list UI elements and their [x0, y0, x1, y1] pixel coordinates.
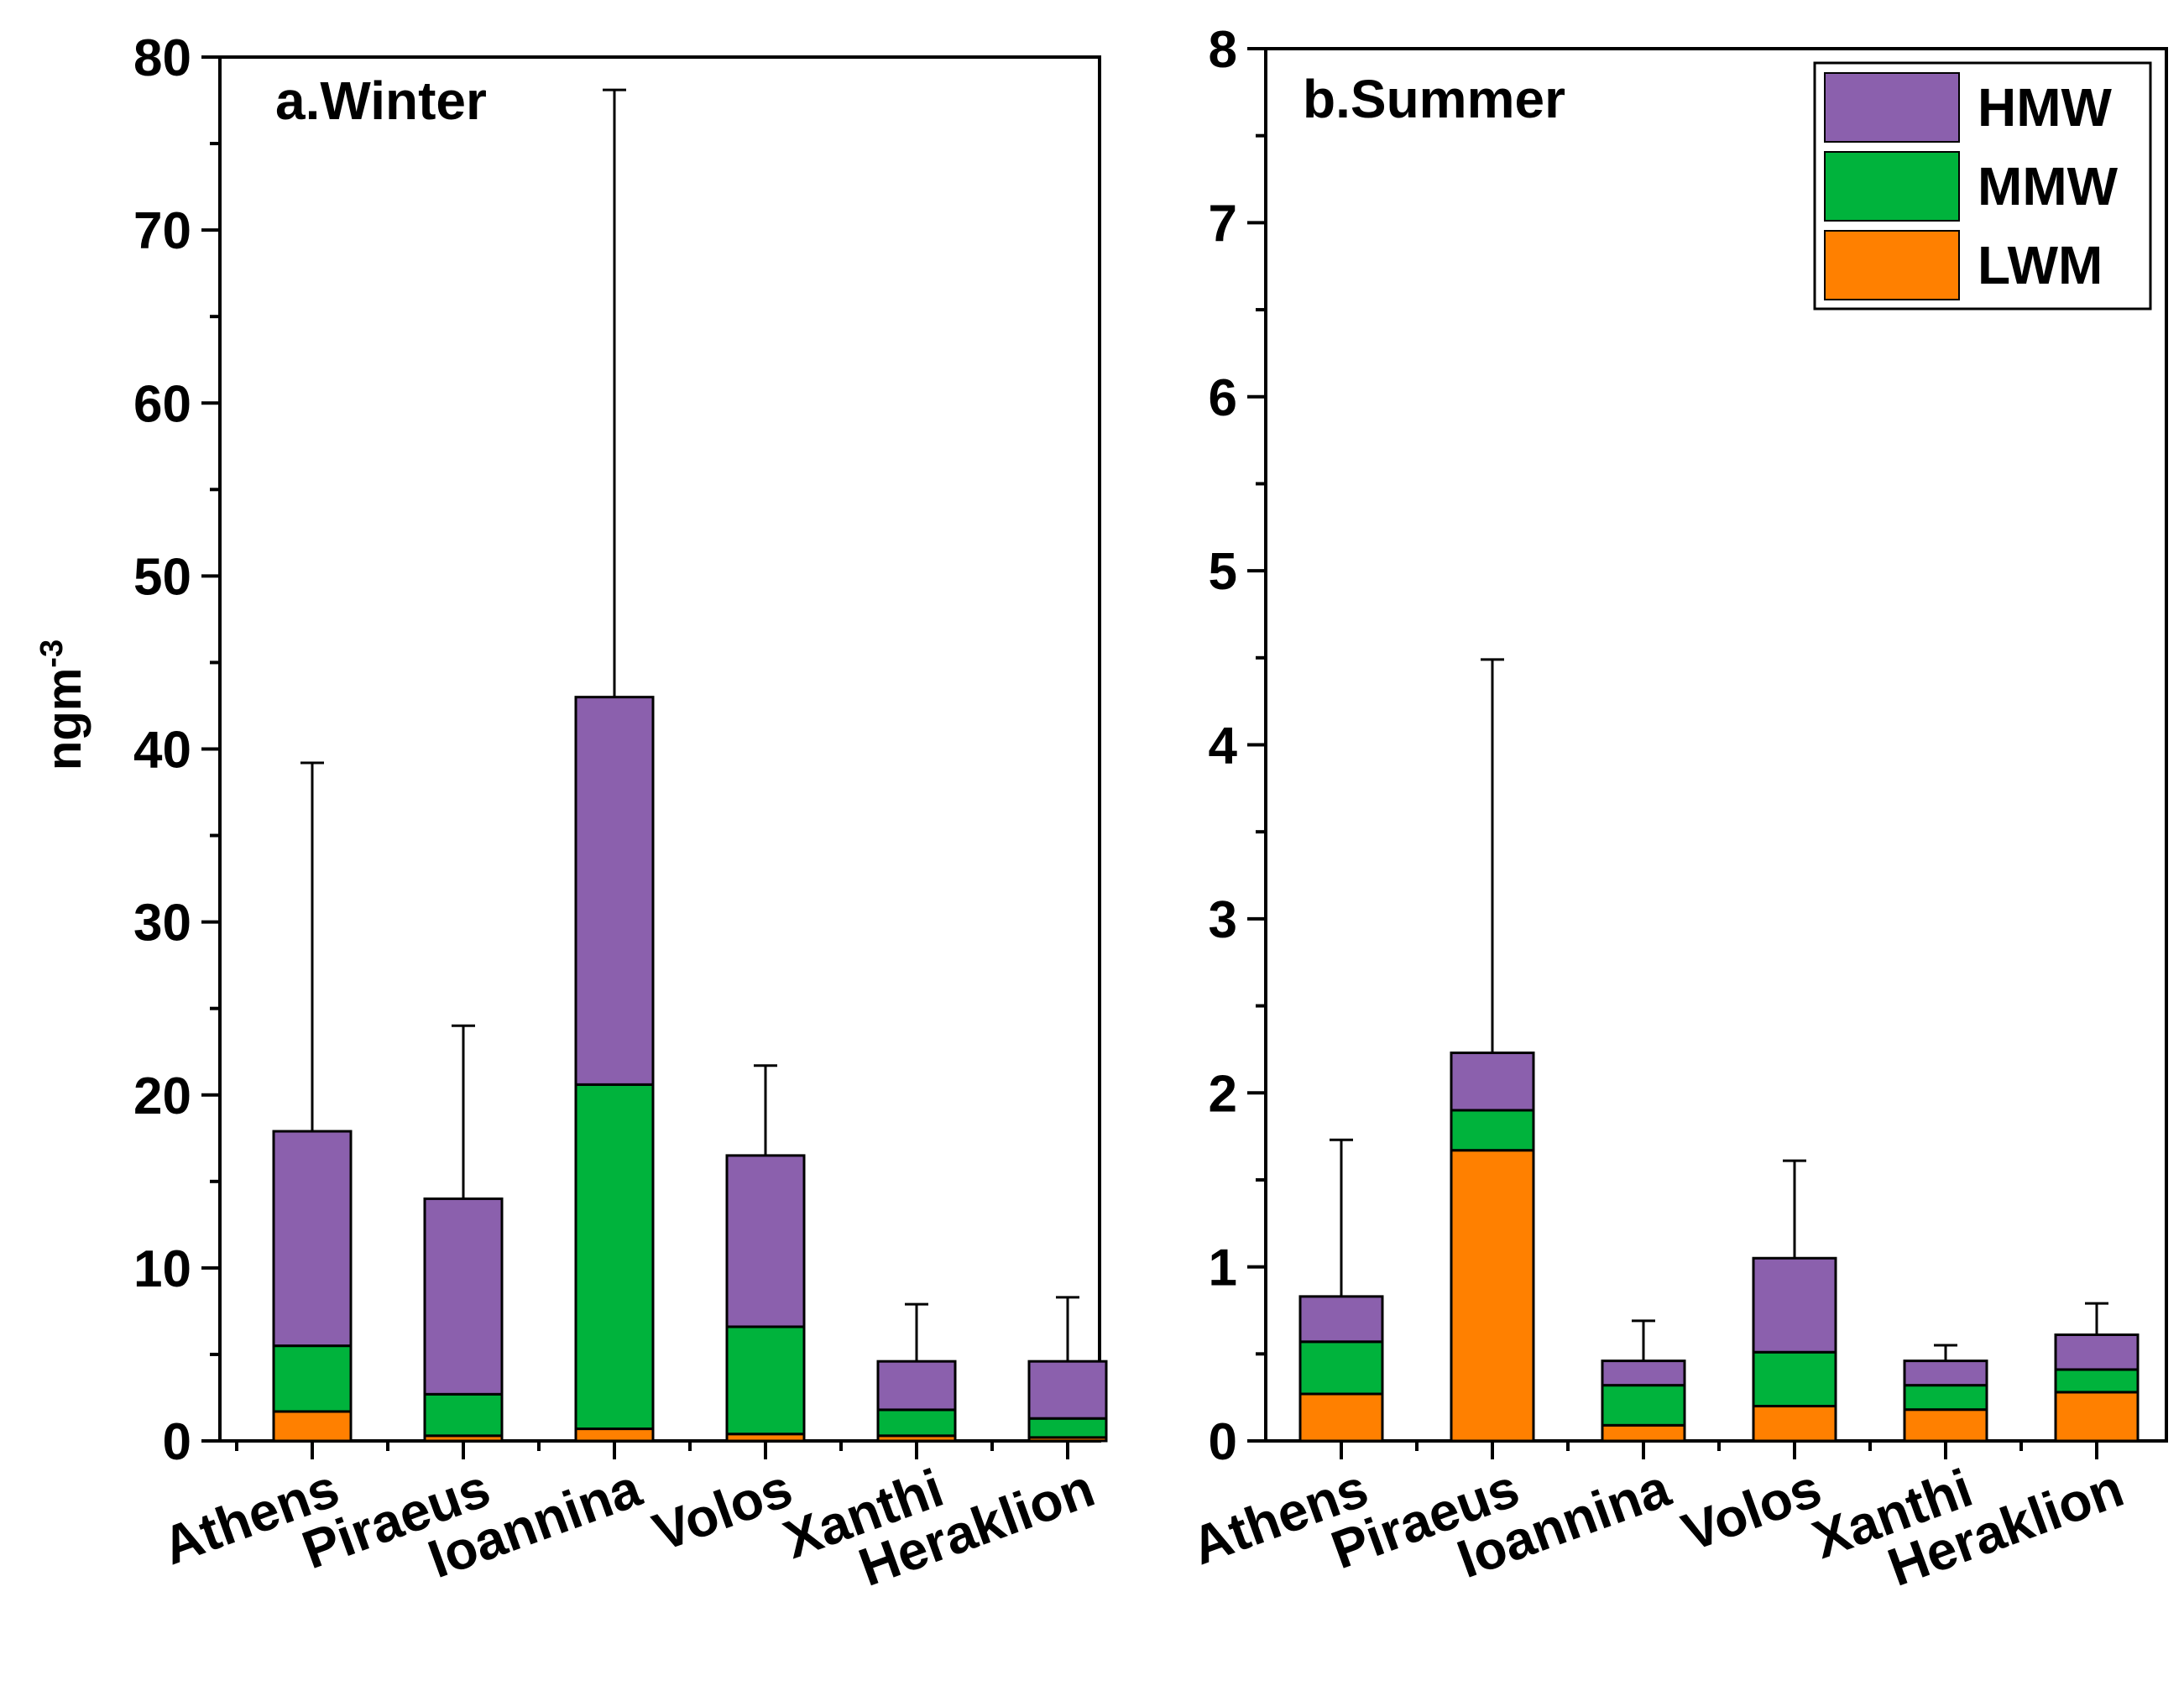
bar-mmw-xanthi-winter — [876, 1408, 957, 1438]
bar-hmw-heraklion-summer — [2054, 1333, 2140, 1371]
bar-mmw-piraeus-winter — [423, 1392, 504, 1438]
errorbars-winter — [300, 88, 1079, 1362]
bar-lwm-athens-winter — [272, 1410, 353, 1443]
bar-hmw-heraklion-winter — [1027, 1360, 1108, 1420]
y-tick-label-summer: 4 — [1209, 718, 1238, 775]
y-axis-label-base: ngm — [37, 668, 91, 770]
bar-hmw-xanthi-summer — [1903, 1360, 1988, 1387]
panel-summer: 0 1 2 3 4 5 6 7 8 AthensPiraeusIoanninaVolosXant… — [1183, 21, 2168, 1598]
bar-hmw-volos-summer — [1752, 1256, 1837, 1354]
y-tick-label-summer: 8 — [1209, 21, 1237, 79]
y-tick-label-winter: 20 — [133, 1067, 191, 1125]
bar-mmw-heraklion-summer — [2054, 1368, 2140, 1394]
y-axis-label-superscript: -3 — [34, 639, 70, 668]
legend-swatch-hmw — [1824, 72, 1960, 143]
bar-hmw-piraeus-summer — [1450, 1052, 1535, 1112]
bar-hmw-athens-summer — [1298, 1295, 1384, 1344]
bar-mmw-ioannina-winter — [574, 1083, 655, 1431]
bar-hmw-piraeus-winter — [423, 1197, 504, 1396]
bars-winter — [272, 696, 1108, 1443]
bar-mmw-heraklion-winter — [1027, 1417, 1108, 1439]
panel-winter: 0 10 20 30 40 50 60 70 80 AthensPiraeusIoanninaV… — [133, 29, 1108, 1598]
y-tick-label-summer: 6 — [1209, 369, 1237, 427]
y-tick-label-winter: 70 — [133, 202, 191, 260]
bar-hmw-ioannina-summer — [1601, 1360, 1686, 1387]
y-tick-label-winter: 80 — [133, 29, 191, 87]
x-tick-label-volos-summer: Volos — [1675, 1457, 1829, 1563]
y-tick-label-summer: 5 — [1209, 543, 1237, 601]
y-tick-label-summer: 2 — [1209, 1065, 1237, 1123]
y-tick-label-winter: 60 — [133, 375, 191, 433]
y-axis-summer: 0 1 2 3 4 5 6 7 8 — [1209, 21, 1266, 1471]
y-tick-label-summer: 1 — [1209, 1240, 1237, 1297]
bar-lwm-volos-summer — [1752, 1405, 1837, 1443]
legend-label-lwm: LWM — [1978, 235, 2103, 295]
legend-label-mmw: MMW — [1978, 156, 2119, 217]
bar-hmw-athens-winter — [272, 1130, 353, 1348]
y-axis-label: ngm-3 — [34, 639, 91, 770]
bars-summer — [1298, 1052, 2140, 1443]
bar-mmw-piraeus-summer — [1450, 1109, 1535, 1152]
bar-hmw-volos-winter — [725, 1154, 806, 1328]
panel-title-summer: b.Summer — [1303, 69, 1565, 129]
y-tick-label-summer: 7 — [1209, 195, 1237, 253]
bar-lwm-piraeus-summer — [1450, 1149, 1535, 1443]
y-tick-label-winter: 50 — [133, 548, 191, 606]
y-tick-label-summer: 0 — [1209, 1413, 1237, 1471]
x-axis-winter: AthensPiraeusIoanninaVolosXanthiHeraklio… — [154, 1441, 1102, 1598]
y-tick-label-winter: 0 — [163, 1413, 191, 1471]
panel-title-winter: a.Winter — [275, 70, 487, 131]
bar-mmw-volos-winter — [725, 1325, 806, 1436]
bar-mmw-xanthi-summer — [1903, 1384, 1988, 1412]
y-axis-winter: 0 10 20 30 40 50 60 70 80 — [133, 29, 220, 1471]
bar-lwm-heraklion-summer — [2054, 1391, 2140, 1443]
bar-lwm-xanthi-summer — [1903, 1408, 1988, 1443]
bar-mmw-ioannina-summer — [1601, 1384, 1686, 1427]
bar-lwm-ioannina-summer — [1601, 1423, 1686, 1443]
x-tick-label-volos-winter: Volos — [645, 1457, 800, 1563]
legend-swatch-lwm — [1824, 230, 1960, 300]
bar-hmw-ioannina-winter — [574, 696, 655, 1086]
legend-label-hmw: HMW — [1978, 77, 2113, 138]
errorbars-summer — [1330, 658, 2108, 1361]
bar-mmw-athens-winter — [272, 1344, 353, 1413]
bar-mmw-volos-summer — [1752, 1350, 1837, 1408]
x-axis-summer: AthensPiraeusIoanninaVolosXanthiHeraklio… — [1183, 1441, 2131, 1598]
legend-swatch-mmw — [1824, 151, 1960, 222]
bar-hmw-xanthi-winter — [876, 1360, 957, 1412]
y-tick-label-summer: 3 — [1209, 891, 1237, 949]
legend: HMW MMW LWM — [1813, 61, 2152, 311]
bar-lwm-ioannina-winter — [574, 1427, 655, 1443]
bar-lwm-athens-summer — [1298, 1392, 1384, 1443]
bar-mmw-athens-summer — [1298, 1340, 1384, 1396]
y-tick-label-winter: 10 — [133, 1240, 191, 1298]
y-tick-label-winter: 40 — [133, 722, 191, 780]
y-tick-label-winter: 30 — [133, 895, 191, 952]
